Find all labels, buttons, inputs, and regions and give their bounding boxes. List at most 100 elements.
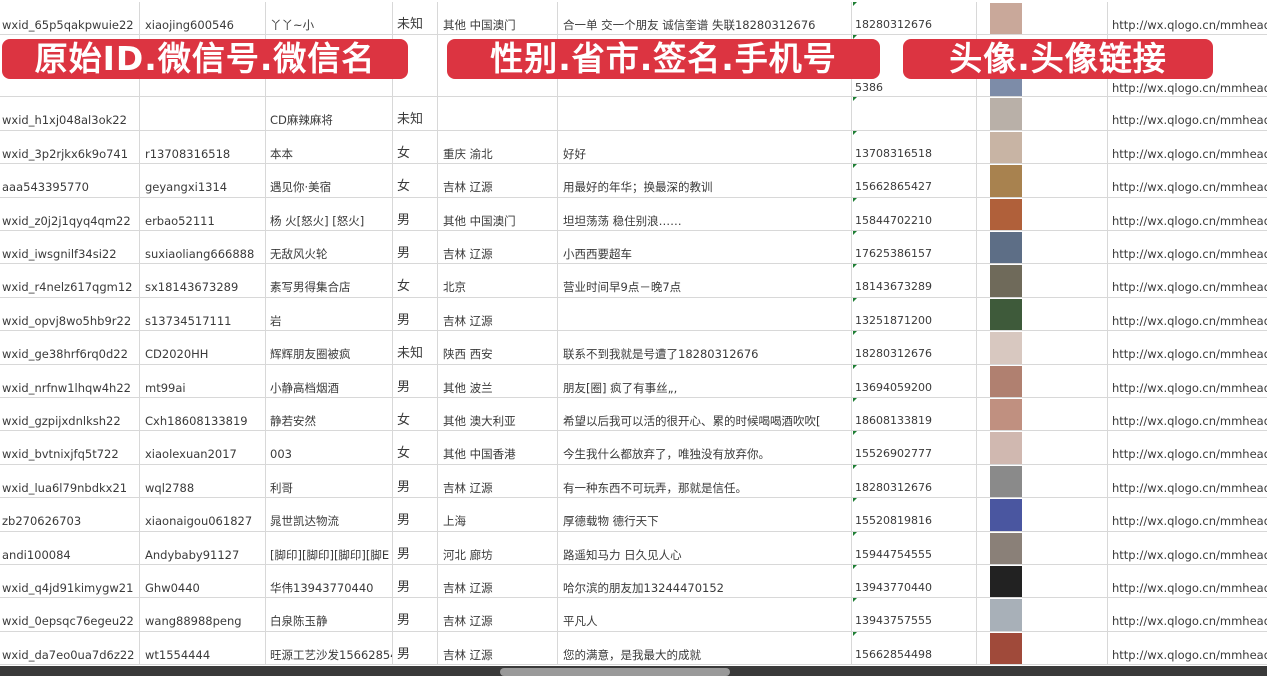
phone-cell[interactable] bbox=[852, 97, 977, 130]
avatar-link-cell[interactable]: http://wx.qlogo.cn/mmhead bbox=[1112, 347, 1267, 362]
avatar-cell[interactable] bbox=[977, 2, 1108, 35]
gender-cell[interactable]: 女 bbox=[393, 398, 438, 431]
gender-cell[interactable]: 女 bbox=[393, 164, 438, 197]
wechat-name-cell[interactable]: 遇见你·美宿 bbox=[266, 164, 393, 197]
gender-cell[interactable]: 男 bbox=[393, 598, 438, 631]
gender-cell[interactable]: 男 bbox=[393, 531, 438, 564]
wechat-id-cell[interactable] bbox=[140, 97, 266, 130]
wechat-id-cell[interactable]: Andybaby91127 bbox=[140, 531, 266, 564]
wechat-name-cell[interactable]: 小静高档烟酒 bbox=[266, 364, 393, 397]
original-id-cell[interactable]: wxid_h1xj048al3ok22 bbox=[0, 97, 140, 130]
wechat-id-cell[interactable]: Cxh18608133819 bbox=[140, 398, 266, 431]
signature-cell[interactable]: 联系不到我就是号遭了18280312676 bbox=[558, 331, 852, 364]
wechat-id-cell[interactable]: wql2788 bbox=[140, 464, 266, 498]
signature-cell[interactable]: 路遥知马力 日久见人心 bbox=[558, 531, 852, 564]
region-cell[interactable]: 上海 bbox=[438, 498, 558, 531]
wechat-name-cell[interactable]: 辉辉朋友圈被疯 bbox=[266, 331, 393, 364]
avatar-link-cell[interactable]: http://wx.qlogo.cn/mmhead bbox=[1112, 447, 1267, 462]
avatar-link-cell[interactable]: http://wx.qlogo.cn/mmhead bbox=[1112, 213, 1267, 228]
wechat-id-cell[interactable]: xiaojing600546 bbox=[140, 2, 266, 35]
original-id-cell[interactable]: wxid_65p5qakpwuie22 bbox=[0, 2, 140, 35]
avatar-link-cell[interactable]: http://wx.qlogo.cn/mmhead bbox=[1112, 280, 1267, 295]
phone-cell[interactable]: 18280312676 bbox=[852, 2, 977, 35]
avatar-cell[interactable] bbox=[977, 331, 1108, 364]
gender-cell[interactable]: 男 bbox=[393, 464, 438, 498]
avatar-cell[interactable] bbox=[977, 197, 1108, 230]
phone-cell[interactable]: 15662854498 bbox=[852, 631, 977, 665]
avatar-cell[interactable] bbox=[977, 598, 1108, 631]
gender-cell[interactable]: 未知 bbox=[393, 2, 438, 35]
wechat-name-cell[interactable]: 003 bbox=[266, 431, 393, 464]
wechat-id-cell[interactable]: geyangxi1314 bbox=[140, 164, 266, 197]
wechat-name-cell[interactable]: 华伟13943770440 bbox=[266, 565, 393, 598]
original-id-cell[interactable]: wxid_r4nelz617qgm12 bbox=[0, 264, 140, 297]
avatar-link-cell[interactable]: http://wx.qlogo.cn/mmhead bbox=[1112, 247, 1267, 261]
original-id-cell[interactable]: wxid_ge38hrf6rq0d22 bbox=[0, 331, 140, 364]
signature-cell[interactable]: 厚德载物 德行天下 bbox=[558, 498, 852, 531]
wechat-name-cell[interactable]: 晁世凯达物流 bbox=[266, 498, 393, 531]
gender-cell[interactable]: 男 bbox=[393, 498, 438, 531]
gender-cell[interactable]: 女 bbox=[393, 264, 438, 297]
wechat-id-cell[interactable]: sx18143673289 bbox=[140, 264, 266, 297]
avatar-cell[interactable] bbox=[977, 531, 1108, 564]
original-id-cell[interactable]: wxid_0epsqc76egeu22 bbox=[0, 598, 140, 631]
original-id-cell[interactable]: wxid_bvtnixjfq5t722 bbox=[0, 431, 140, 464]
phone-cell[interactable]: 18280312676 bbox=[852, 331, 977, 364]
avatar-link-cell[interactable]: http://wx.qlogo.cn/mmhead bbox=[1112, 480, 1267, 495]
avatar-link-cell[interactable]: http://wx.qlogo.cn/mmhead bbox=[1112, 647, 1267, 662]
original-id-cell[interactable]: wxid_z0j2j1qyq4qm22 bbox=[0, 197, 140, 230]
gender-cell[interactable]: 未知 bbox=[393, 97, 438, 130]
avatar-link-cell[interactable]: http://wx.qlogo.cn/mmhead bbox=[1112, 380, 1267, 395]
region-cell[interactable]: 北京 bbox=[438, 264, 558, 297]
avatar-cell[interactable] bbox=[977, 164, 1108, 197]
gender-cell[interactable]: 男 bbox=[393, 631, 438, 665]
gender-cell[interactable]: 男 bbox=[393, 565, 438, 598]
region-cell[interactable]: 吉林 辽源 bbox=[438, 464, 558, 498]
region-cell[interactable]: 吉林 辽源 bbox=[438, 598, 558, 631]
phone-cell[interactable]: 15844702210 bbox=[852, 197, 977, 230]
phone-cell[interactable]: 15526902777 bbox=[852, 431, 977, 464]
signature-cell[interactable]: 希望以后我可以活的很开心、累的时候喝喝酒吹吹[ bbox=[558, 398, 852, 431]
signature-cell[interactable]: 坦坦荡荡 稳住别浪…… bbox=[558, 197, 852, 230]
wechat-id-cell[interactable]: wang88988peng bbox=[140, 598, 266, 631]
region-cell[interactable] bbox=[438, 97, 558, 130]
signature-cell[interactable]: 营业时间早9点－晚7点 bbox=[558, 264, 852, 297]
wechat-id-cell[interactable]: Ghw0440 bbox=[140, 565, 266, 598]
original-id-cell[interactable]: wxid_da7eo0ua7d6z22 bbox=[0, 631, 140, 665]
avatar-cell[interactable] bbox=[977, 364, 1108, 397]
avatar-link-cell[interactable]: http://wx.qlogo.cn/mmhead bbox=[1112, 81, 1267, 96]
original-id-cell[interactable]: wxid_nrfnw1lhqw4h22 bbox=[0, 364, 140, 397]
avatar-cell[interactable] bbox=[977, 631, 1108, 665]
avatar-cell[interactable] bbox=[977, 498, 1108, 531]
wechat-name-cell[interactable]: 丫丫~小 bbox=[266, 2, 393, 35]
gender-cell[interactable]: 未知 bbox=[393, 331, 438, 364]
wechat-id-cell[interactable]: xiaonaigou061827 bbox=[140, 498, 266, 531]
signature-cell[interactable]: 好好 bbox=[558, 130, 852, 164]
gender-cell[interactable]: 男 bbox=[393, 231, 438, 264]
phone-cell[interactable]: 18608133819 bbox=[852, 398, 977, 431]
phone-cell[interactable]: 15944754555 bbox=[852, 531, 977, 564]
region-cell[interactable]: 吉林 辽源 bbox=[438, 297, 558, 331]
region-cell[interactable]: 重庆 渝北 bbox=[438, 130, 558, 164]
original-id-cell[interactable]: wxid_q4jd91kimygw21 bbox=[0, 565, 140, 598]
avatar-link-cell[interactable]: http://wx.qlogo.cn/mmhead bbox=[1112, 547, 1267, 562]
signature-cell[interactable]: 用最好的年华；换最深的教训 bbox=[558, 164, 852, 197]
region-cell[interactable]: 其他 中国澳门 bbox=[438, 2, 558, 35]
original-id-cell[interactable]: wxid_3p2rjkx6k9o741 bbox=[0, 130, 140, 164]
phone-cell[interactable]: 13943770440 bbox=[852, 565, 977, 598]
region-cell[interactable]: 陕西 西安 bbox=[438, 331, 558, 364]
signature-cell[interactable] bbox=[558, 297, 852, 331]
signature-cell[interactable]: 有一种东西不可玩弄，那就是信任。 bbox=[558, 464, 852, 498]
avatar-link-cell[interactable]: http://wx.qlogo.cn/mmhead bbox=[1112, 514, 1267, 529]
avatar-cell[interactable] bbox=[977, 231, 1108, 264]
phone-cell[interactable]: 13708316518 bbox=[852, 130, 977, 164]
gender-cell[interactable]: 男 bbox=[393, 364, 438, 397]
gender-cell[interactable] bbox=[393, 35, 438, 97]
phone-cell[interactable]: 15520819816 bbox=[852, 498, 977, 531]
avatar-link-cell[interactable]: http://wx.qlogo.cn/mmhead bbox=[1112, 113, 1267, 128]
region-cell[interactable]: 其他 澳大利亚 bbox=[438, 398, 558, 431]
signature-cell[interactable]: 合一单 交一个朋友 诚信奎谱 失联18280312676 bbox=[558, 2, 852, 35]
signature-cell[interactable]: 哈尔滨的朋友加13244470152 bbox=[558, 565, 852, 598]
original-id-cell[interactable]: wxid_lua6l79nbdkx21 bbox=[0, 464, 140, 498]
wechat-name-cell[interactable]: 岩 bbox=[266, 297, 393, 331]
